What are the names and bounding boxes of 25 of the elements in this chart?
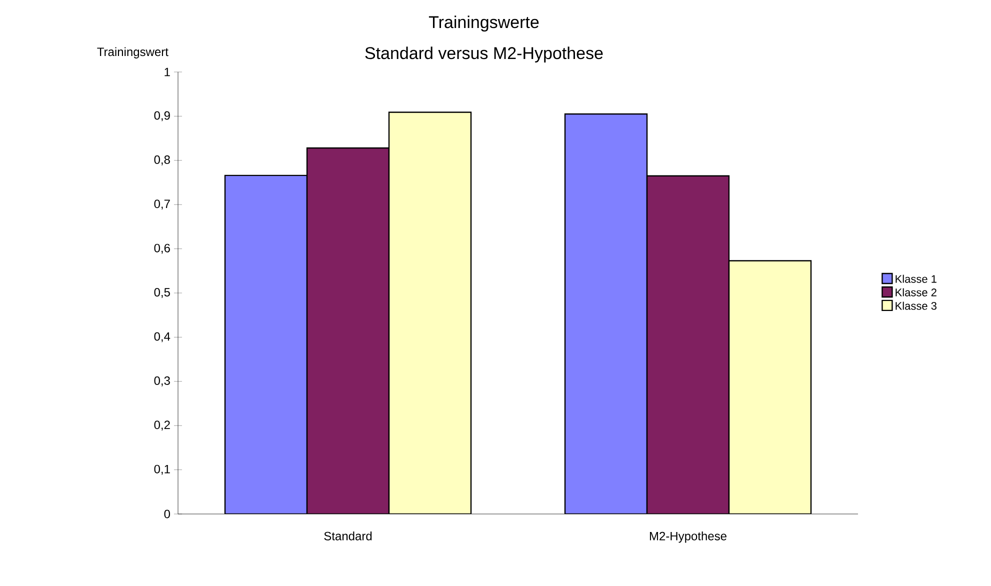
x-tick-label: Standard — [324, 532, 372, 540]
bar — [224, 174, 308, 514]
bar — [646, 175, 730, 514]
y-tick-label: 0 — [164, 510, 170, 518]
bar — [388, 112, 472, 514]
y-tick-label: 0,8 — [154, 155, 170, 166]
chart-subtitle: Standard versus M2-Hypothese — [365, 46, 603, 63]
y-axis-title: Trainingswert — [97, 47, 168, 58]
y-tick-label: 0,2 — [154, 420, 170, 431]
y-tick-label: 0,7 — [154, 200, 170, 210]
y-tick-label: 0,9 — [154, 111, 170, 122]
y-tick-label: 0,1 — [154, 464, 170, 475]
y-tick-label: 0,3 — [154, 376, 170, 386]
bar — [564, 113, 648, 514]
bar — [728, 260, 812, 514]
x-tick-label: M2-Hypothese — [650, 532, 726, 543]
y-tick-label: 0,6 — [154, 244, 170, 254]
y-tick-label: 1 — [164, 68, 170, 76]
chart-title: Trainingswerte — [428, 16, 539, 32]
legend-label: Klasse 1 — [896, 274, 936, 283]
legend-label: Klasse 2 — [896, 288, 936, 296]
y-tick-label: 0,5 — [154, 288, 170, 298]
legend-label: Klasse 3 — [896, 302, 936, 310]
y-tick-label: 0,4 — [154, 332, 170, 342]
bar — [306, 147, 390, 514]
